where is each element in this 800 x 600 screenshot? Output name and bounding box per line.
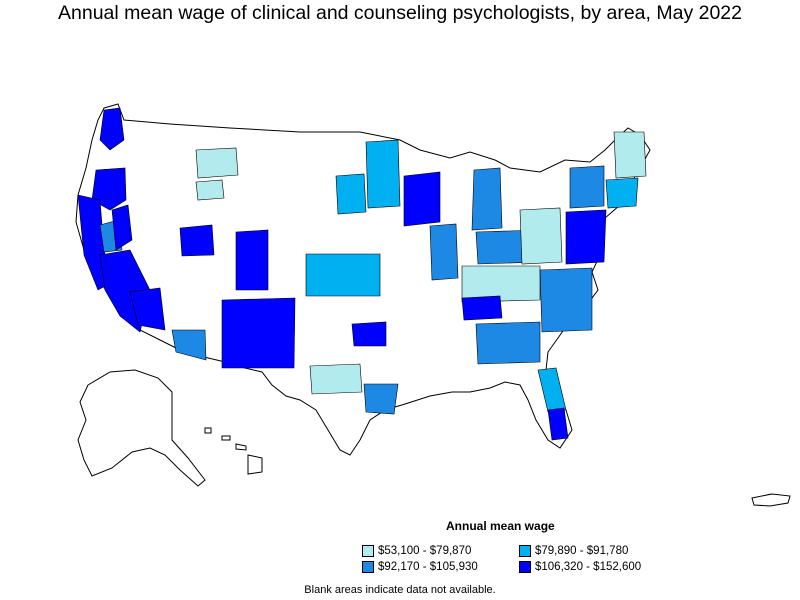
region-florida-peninsula	[537, 367, 567, 413]
legend-swatch-bin-3	[362, 561, 374, 573]
region-washington-west	[99, 107, 125, 151]
region-wisconsin	[403, 171, 441, 227]
legend-label-bin-3: $92,170 - $105,930	[378, 561, 478, 573]
legend-swatch-bin-2	[519, 545, 531, 557]
region-minnesota	[365, 139, 401, 209]
puerto-rico-outline	[751, 493, 791, 507]
region-appalachia	[519, 207, 563, 265]
region-kansas	[305, 253, 381, 297]
region-nevada-south	[111, 204, 133, 251]
legend-title: Annual mean wage	[446, 519, 555, 533]
map-regions	[77, 107, 771, 506]
region-illinois	[429, 223, 459, 281]
region-tennessee	[461, 295, 503, 321]
region-wyoming-east	[335, 173, 367, 215]
legend-label-bin-1: $53,100 - $79,870	[378, 545, 472, 557]
region-michigan	[471, 167, 503, 231]
region-new-mexico	[221, 297, 296, 369]
legend-label-bin-4: $106,320 - $152,600	[535, 561, 642, 573]
region-texas-central	[309, 363, 363, 395]
region-new-england	[605, 177, 639, 209]
region-montana-west	[195, 179, 225, 201]
region-kentucky	[461, 265, 541, 303]
region-utah-north	[235, 229, 269, 291]
footnote: Blank areas indicate data not available.	[304, 584, 496, 596]
legend-label-bin-2: $79,890 - $91,780	[535, 545, 629, 557]
legend-item-bin-2: $79,890 - $91,780	[519, 545, 628, 557]
hawaii-islands	[204, 427, 263, 475]
map-title: Annual mean wage of clinical and counsel…	[58, 2, 742, 24]
region-texas-east	[363, 383, 399, 415]
legend-swatch-bin-4	[519, 561, 531, 573]
region-virginia-carolina	[539, 267, 593, 333]
region-florida-south	[547, 407, 569, 441]
legend-swatch-bin-1	[362, 545, 374, 557]
region-colorado-front-range	[179, 224, 215, 257]
region-oregon-west	[91, 167, 127, 211]
region-mid-atlantic	[565, 209, 607, 265]
region-oklahoma-east	[351, 321, 387, 347]
region-arizona-south	[171, 329, 207, 361]
region-new-york	[569, 165, 605, 209]
legend-item-bin-4: $106,320 - $152,600	[519, 561, 641, 573]
alaska-outline	[77, 369, 206, 487]
legend-item-bin-3: $92,170 - $105,930	[362, 561, 478, 573]
region-arizona-west	[129, 287, 166, 331]
region-idaho-south	[195, 147, 239, 179]
region-alabama-georgia	[475, 321, 541, 365]
legend-item-bin-1: $53,100 - $79,870	[362, 545, 471, 557]
region-maine	[613, 131, 647, 179]
